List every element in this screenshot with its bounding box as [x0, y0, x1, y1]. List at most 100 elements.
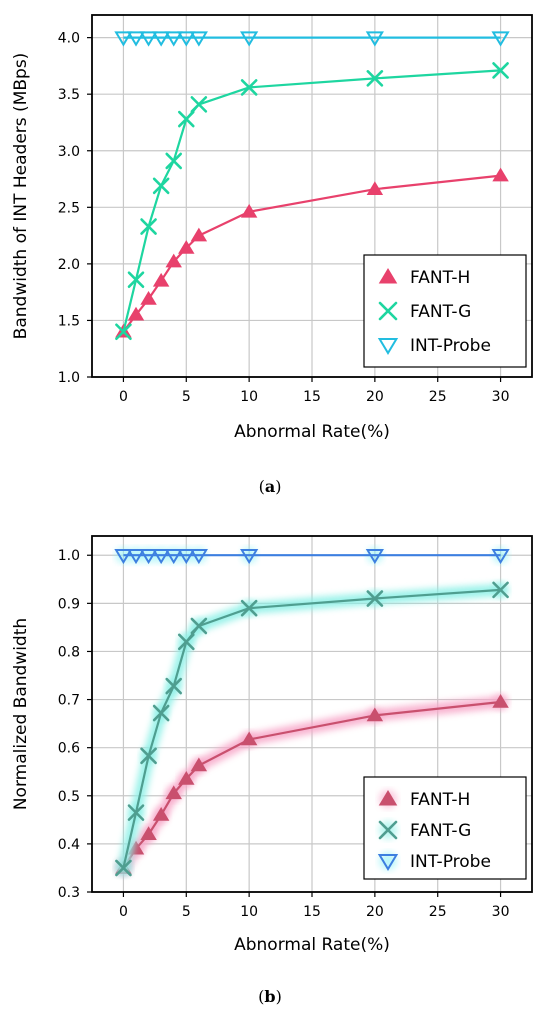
legend-label: FANT-H	[410, 790, 470, 810]
legend-marker	[378, 268, 398, 284]
data-point	[366, 590, 384, 607]
data-point	[492, 62, 509, 79]
legend: FANT-H FANT-G INT-Probe	[363, 776, 527, 880]
data-point	[178, 240, 195, 254]
caption-open-paren: (	[259, 477, 265, 496]
data-point	[240, 31, 259, 47]
axis-ticks: 0 5 10 15 20 25 30 0.3 0.4 0.5 0.6 0.7 0.8 0.9 1.0	[58, 548, 510, 920]
caption-close-paren: )	[275, 477, 281, 496]
y-tick-label: 0.8	[58, 644, 80, 660]
data-point	[126, 548, 146, 565]
x-axis-title: Abnormal Rate(%)	[234, 422, 390, 442]
data-point	[365, 31, 384, 47]
legend: FANT-H FANT-G INT-Probe	[363, 254, 527, 368]
data-point	[165, 677, 183, 695]
y-tick-label: 3.5	[58, 87, 80, 103]
data-point	[165, 785, 182, 800]
y-tick-label: 0.3	[58, 885, 80, 901]
series-int-probe	[114, 31, 510, 47]
data-point	[366, 181, 384, 195]
series-line	[122, 174, 501, 333]
data-point	[140, 218, 157, 235]
y-axis-title: Normalized Bandwidth	[11, 618, 31, 810]
data-point	[152, 548, 171, 565]
x-tick-label: 0	[119, 389, 128, 405]
data-point	[164, 548, 183, 565]
x-tick-label: 5	[182, 904, 191, 920]
data-point	[127, 306, 145, 321]
series-fant-h	[115, 167, 509, 338]
data-point	[165, 253, 182, 268]
x-tick-label: 25	[429, 904, 447, 920]
y-tick-label: 2.5	[58, 200, 80, 216]
x-tick-label: 30	[492, 904, 510, 920]
data-point	[127, 271, 145, 289]
data-point	[491, 548, 510, 565]
y-tick-label: 3.0	[58, 144, 80, 160]
chart-panel-b: 0 5 10 15 20 25 30 0.3 0.4 0.5 0.6 0.7 0.8 0.9 1.0 Abno…	[11, 535, 533, 1006]
data-point	[152, 31, 171, 47]
x-tick-label: 10	[240, 904, 258, 920]
y-axis-title: Bandwidth of INT Headers (MBps)	[11, 53, 31, 340]
data-point	[190, 757, 208, 772]
x-tick-label: 20	[366, 389, 384, 405]
data-point	[491, 31, 510, 47]
x-tick-label: 30	[492, 389, 510, 405]
legend-label: FANT-G	[410, 821, 471, 841]
y-tick-label: 0.4	[58, 837, 80, 853]
data-point	[492, 167, 509, 182]
caption-letter: a	[265, 477, 275, 496]
data-point	[189, 548, 208, 565]
y-tick-label: 1.5	[58, 313, 80, 329]
data-point	[165, 152, 183, 170]
data-point	[164, 31, 183, 47]
data-point	[189, 31, 208, 47]
data-point	[366, 70, 384, 87]
data-point	[240, 548, 259, 565]
x-tick-label: 5	[182, 389, 191, 405]
legend-marker	[377, 338, 399, 355]
legend-glow	[379, 852, 397, 870]
legend-marker	[378, 790, 398, 806]
data-point	[115, 323, 132, 341]
data-point	[240, 731, 258, 746]
data-point	[140, 747, 157, 765]
x-tick-label: 0	[119, 904, 128, 920]
caption-open-paren: (	[258, 987, 264, 1006]
y-tick-label: 1.0	[58, 548, 80, 564]
x-tick-label: 20	[366, 904, 384, 920]
data-point	[190, 617, 208, 635]
data-point	[492, 694, 509, 708]
series-line	[122, 588, 501, 869]
data-point	[140, 826, 157, 841]
data-point	[177, 633, 195, 651]
x-tick-label: 10	[240, 389, 258, 405]
series-fant-h	[115, 693, 509, 876]
data-point	[114, 31, 133, 47]
legend-label: INT-Probe	[410, 336, 491, 356]
panel-caption: (b)	[258, 987, 282, 1006]
series-int-probe	[114, 547, 510, 565]
chart-panel-a: 0 5 10 15 20 25 30 1.0 1.5 2.0 2.5 3.0 3.5 4.0 Abnorma…	[11, 14, 533, 496]
data-point	[492, 581, 509, 599]
legend-label: FANT-H	[410, 268, 470, 288]
data-point	[240, 203, 258, 218]
caption-close-paren: )	[276, 987, 282, 1006]
data-point	[114, 548, 133, 565]
series-fant-g	[115, 62, 509, 341]
x-tick-label: 15	[303, 389, 321, 405]
data-point	[115, 859, 132, 877]
data-point	[190, 227, 208, 242]
y-tick-label: 0.6	[58, 741, 80, 757]
data-point	[140, 290, 157, 305]
x-tick-label: 25	[429, 389, 447, 405]
caption-letter: b	[264, 987, 275, 1006]
legend-marker	[377, 854, 399, 871]
data-point	[126, 31, 146, 47]
data-point	[177, 548, 196, 565]
data-point	[178, 770, 195, 785]
data-point	[365, 548, 384, 565]
data-point	[177, 110, 195, 128]
data-point	[152, 272, 170, 287]
